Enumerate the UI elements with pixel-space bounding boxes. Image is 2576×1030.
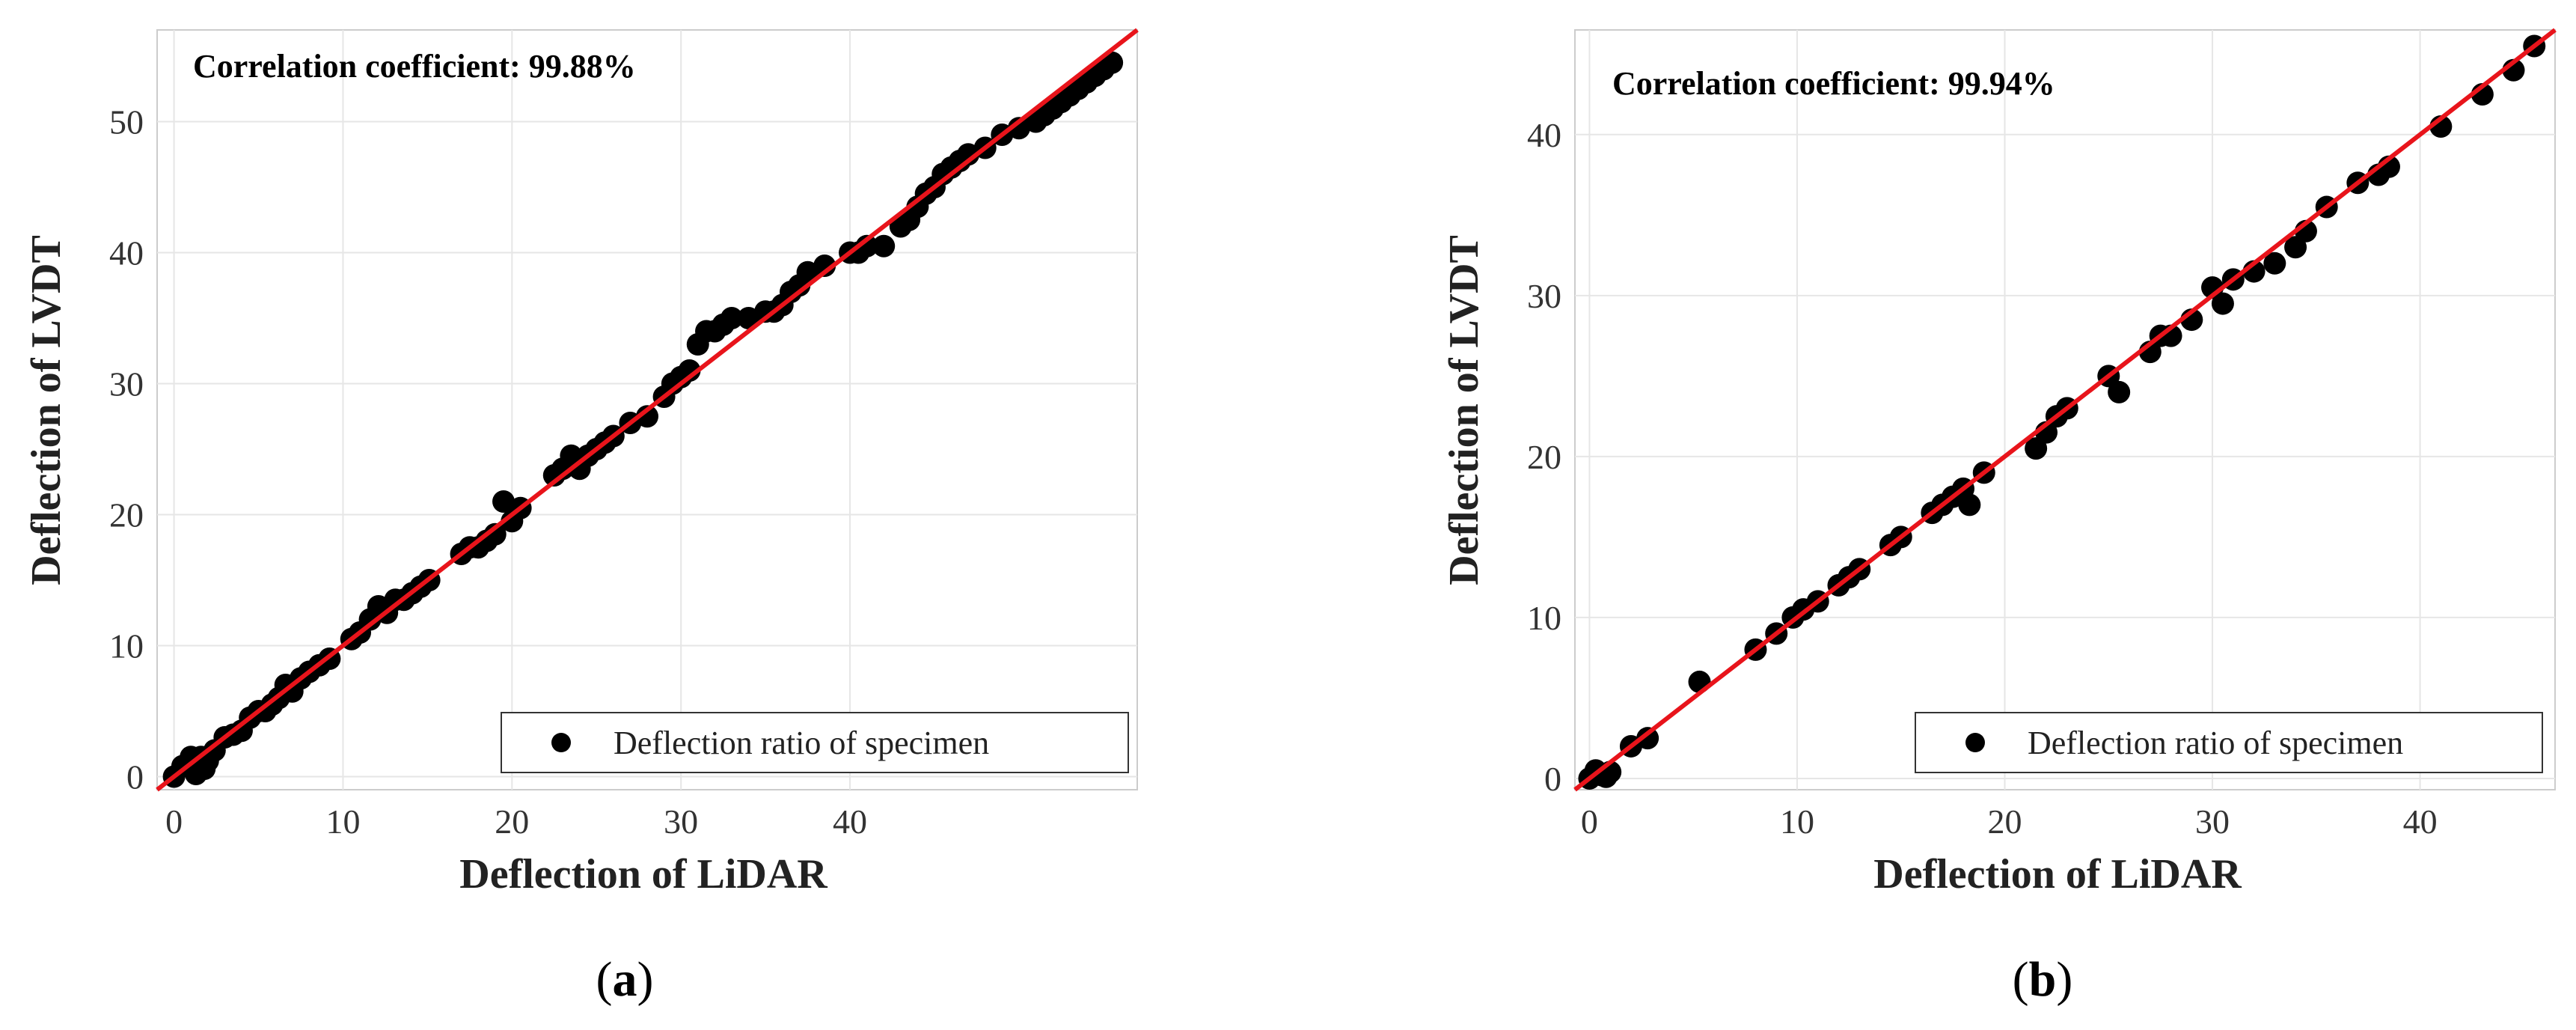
y-tick-label-a-2: 20 xyxy=(109,496,144,534)
legend-marker-a xyxy=(551,733,571,752)
x-tick-label-b-1: 10 xyxy=(1780,802,1814,841)
grid-b xyxy=(1575,30,2555,790)
data-point-a-79 xyxy=(957,143,980,166)
ticks-b: 0 10 20 30 40 0 10 20 30 40 xyxy=(1527,116,2438,841)
x-tick-label-b-4: 40 xyxy=(2403,802,2438,841)
legend-marker-b xyxy=(1965,733,1985,752)
x-tick-label-a-4: 40 xyxy=(833,802,867,841)
data-point-a-92 xyxy=(1101,51,1124,74)
legend-label-a: Deflection ratio of specimen xyxy=(614,725,989,761)
data-point-a-69 xyxy=(855,234,878,258)
legend-box-b xyxy=(1915,712,2543,773)
panel-caption-b: (b) xyxy=(2013,952,2073,1007)
legend-a: Deflection ratio of specimen xyxy=(501,712,1129,773)
x-tick-label-a-1: 10 xyxy=(325,802,360,841)
y-tick-label-a-4: 40 xyxy=(109,234,144,272)
x-axis-label-a: Deflection of LiDAR xyxy=(459,851,827,898)
data-point-a-49 xyxy=(636,405,658,428)
y-tick-label-a-5: 50 xyxy=(109,103,144,141)
data-point-b-39 xyxy=(2284,236,2307,259)
x-tick-label-a-2: 20 xyxy=(495,802,529,841)
data-point-b-35 xyxy=(2211,292,2234,315)
data-point-b-6 xyxy=(1636,727,1659,750)
data-point-a-66 xyxy=(813,255,836,277)
data-point-b-29 xyxy=(2108,380,2131,403)
y-tick-label-b-4: 40 xyxy=(1527,116,1561,154)
y-tick-label-a-0: 0 xyxy=(126,758,144,796)
y-axis-label-b: Deflection of LVDT xyxy=(1441,235,1487,585)
data-point-a-70 xyxy=(872,234,896,258)
y-tick-label-b-1: 10 xyxy=(1527,599,1561,637)
data-point-b-24 xyxy=(2025,437,2048,460)
data-point-a-37 xyxy=(492,490,515,513)
chart-panel-b: 0 10 20 30 40 0 10 20 30 40 Correlation coefficie… xyxy=(1441,28,2557,1007)
y-axis-label-a: Deflection of LVDT xyxy=(23,235,70,585)
chart-panel-a: 0 10 20 30 40 0 10 20 30 40 50 Correlation coeffic… xyxy=(23,28,1139,1007)
data-point-b-22 xyxy=(1958,493,1981,516)
x-tick-label-b-3: 30 xyxy=(2195,802,2230,841)
data-point-b-38 xyxy=(2263,252,2286,275)
panel-caption-a-letter: a xyxy=(613,952,637,1007)
data-point-a-53 xyxy=(678,359,701,382)
correlation-annotation-a: Correlation coefficient: 99.88% xyxy=(193,48,636,85)
legend-b: Deflection ratio of specimen xyxy=(1915,712,2543,773)
y-tick-label-b-3: 30 xyxy=(1527,277,1561,315)
x-tick-label-a-0: 0 xyxy=(165,802,183,841)
legend-label-b: Deflection ratio of specimen xyxy=(2028,725,2403,761)
fit-line-b xyxy=(1573,28,2557,792)
grid-a xyxy=(157,30,1137,790)
y-tick-label-b-2: 20 xyxy=(1527,438,1561,476)
x-tick-label-b-0: 0 xyxy=(1581,802,1598,841)
correlation-annotation-b: Correlation coefficient: 99.94% xyxy=(1612,65,2055,102)
y-tick-label-b-0: 0 xyxy=(1544,760,1561,798)
panel-caption-b-letter: b xyxy=(2029,952,2057,1007)
data-point-a-58 xyxy=(720,307,743,329)
data-point-a-65 xyxy=(796,260,819,284)
x-axis-label-b: Deflection of LiDAR xyxy=(1873,851,2242,898)
ticks-a: 0 10 20 30 40 0 10 20 30 40 50 xyxy=(109,103,867,841)
x-tick-label-a-3: 30 xyxy=(664,802,698,841)
y-tick-label-a-3: 30 xyxy=(109,365,144,403)
legend-box-a xyxy=(501,712,1129,773)
data-point-a-36 xyxy=(483,522,507,546)
y-tick-label-a-1: 10 xyxy=(109,627,144,665)
fit-line-a xyxy=(156,28,1139,792)
data-point-a-59 xyxy=(737,307,760,329)
data-point-a-82 xyxy=(1007,117,1030,140)
x-tick-label-b-2: 20 xyxy=(1988,802,2022,841)
panel-caption-a: (a) xyxy=(596,952,654,1007)
